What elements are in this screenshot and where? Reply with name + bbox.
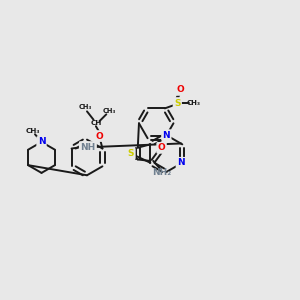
- Text: O: O: [158, 143, 165, 152]
- Text: NH: NH: [80, 142, 95, 152]
- Text: CH₃: CH₃: [102, 108, 116, 114]
- Text: CH₃: CH₃: [25, 128, 40, 134]
- Text: S: S: [174, 98, 181, 107]
- Text: N: N: [163, 130, 170, 140]
- Text: N: N: [177, 158, 184, 167]
- Text: CH₃: CH₃: [79, 104, 92, 110]
- Text: N: N: [38, 137, 45, 146]
- Text: O: O: [96, 131, 103, 140]
- Text: S: S: [128, 149, 134, 158]
- Text: O: O: [176, 85, 184, 94]
- Text: CH₃: CH₃: [187, 100, 201, 106]
- Text: NH₂: NH₂: [152, 168, 171, 177]
- Text: CH: CH: [90, 120, 102, 126]
